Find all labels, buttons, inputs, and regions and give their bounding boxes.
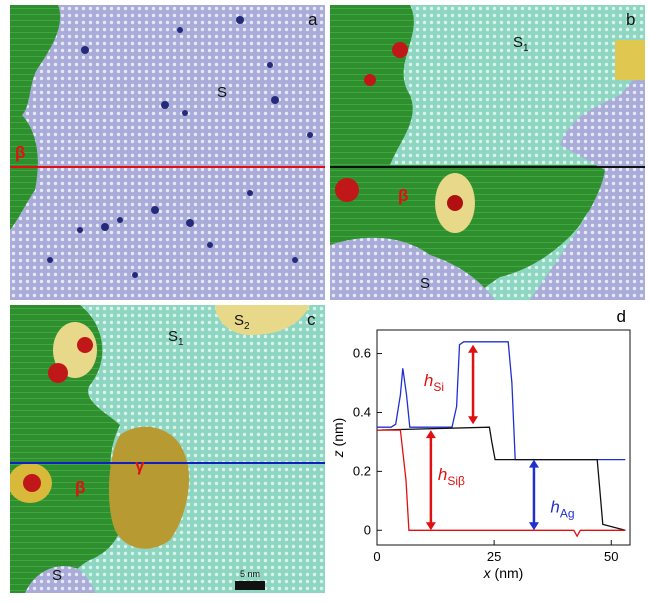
silicene-s-region (25, 566, 95, 593)
panel-b: S1 β S b (330, 5, 645, 300)
ag-beta-region (330, 5, 620, 300)
beta-yellow-island (53, 322, 97, 378)
cluster (447, 195, 463, 211)
x-tick-label: 50 (604, 549, 618, 564)
region-label-beta: β (15, 143, 25, 162)
y-tick-label: 0 (364, 522, 371, 537)
y-tick-label: 0.2 (353, 463, 371, 478)
silicene-s-region-right (530, 70, 645, 300)
height-label-1: hSiβ (438, 465, 465, 488)
profile-series-0 (377, 341, 626, 461)
cluster (392, 42, 408, 58)
ag-beta-region (10, 5, 61, 230)
region-label-beta: β (75, 478, 85, 497)
panel-letter-a: a (308, 10, 318, 29)
profile-series-1 (376, 426, 626, 531)
region-label-s1: S1 (513, 34, 529, 54)
region-label-s: S (420, 275, 430, 292)
panel-a-image: S β a (10, 5, 325, 300)
height-arrow-head-bottom-2 (528, 522, 539, 531)
region-label-s: S (217, 84, 227, 101)
panel-b-image: S1 β S b (330, 5, 645, 300)
region-label-s2: S2 (234, 312, 250, 332)
plot-frame (376, 329, 631, 546)
panel-c-image: S1 S2 β γ S c 5 nm (10, 305, 325, 593)
height-arrow-head-top-2 (528, 459, 539, 468)
x-tick-label: 25 (487, 549, 501, 564)
panel-letter-c: c (307, 310, 316, 329)
height-arrow-head-top-1 (425, 430, 436, 439)
panel-c: S1 S2 β γ S c 5 nm (10, 305, 325, 593)
panel-a: S β a (10, 5, 325, 300)
vacancy-defects (47, 16, 313, 278)
profile-chart: 0 25 50 0 0.2 0.4 0.6 x (nm) z (nm) d hSi hSiβ hAg (330, 307, 631, 581)
scale-bar-label: 5 nm (240, 569, 260, 579)
height-arrow-head-bottom-0 (468, 416, 479, 425)
cluster (48, 363, 68, 383)
height-label-0: hSi (424, 371, 444, 394)
s2-region (215, 305, 310, 335)
cluster (364, 74, 376, 86)
cluster (23, 474, 41, 492)
region-label-s: S (52, 567, 62, 584)
x-axis-label: x (nm) (483, 565, 524, 581)
profile-series-2 (377, 429, 626, 538)
gamma-edge (615, 40, 645, 80)
region-label-beta: β (398, 186, 408, 205)
scale-bar (235, 581, 265, 590)
panel-d: 0 25 50 0 0.2 0.4 0.6 x (nm) z (nm) d hSi hSiβ hAg (325, 300, 650, 598)
y-tick-label: 0.6 (353, 346, 371, 361)
region-label-s1: S1 (168, 328, 184, 348)
silicene-s-region (10, 5, 325, 300)
gamma-island (108, 426, 190, 549)
ag-beta-region (10, 305, 124, 593)
panel-letter-d: d (617, 307, 626, 326)
height-arrow-head-bottom-1 (425, 522, 436, 531)
panel-letter-b: b (626, 10, 635, 29)
y-axis-label: z (nm) (330, 418, 346, 459)
region-label-gamma: γ (135, 456, 145, 475)
cluster (335, 178, 359, 202)
height-label-2: hAg (550, 498, 574, 521)
height-arrow-head-top-0 (468, 344, 479, 353)
y-tick-label: 0.4 (353, 404, 371, 419)
x-tick-label: 0 (373, 549, 380, 564)
silicene-s-region (330, 237, 495, 300)
cluster (77, 337, 93, 353)
